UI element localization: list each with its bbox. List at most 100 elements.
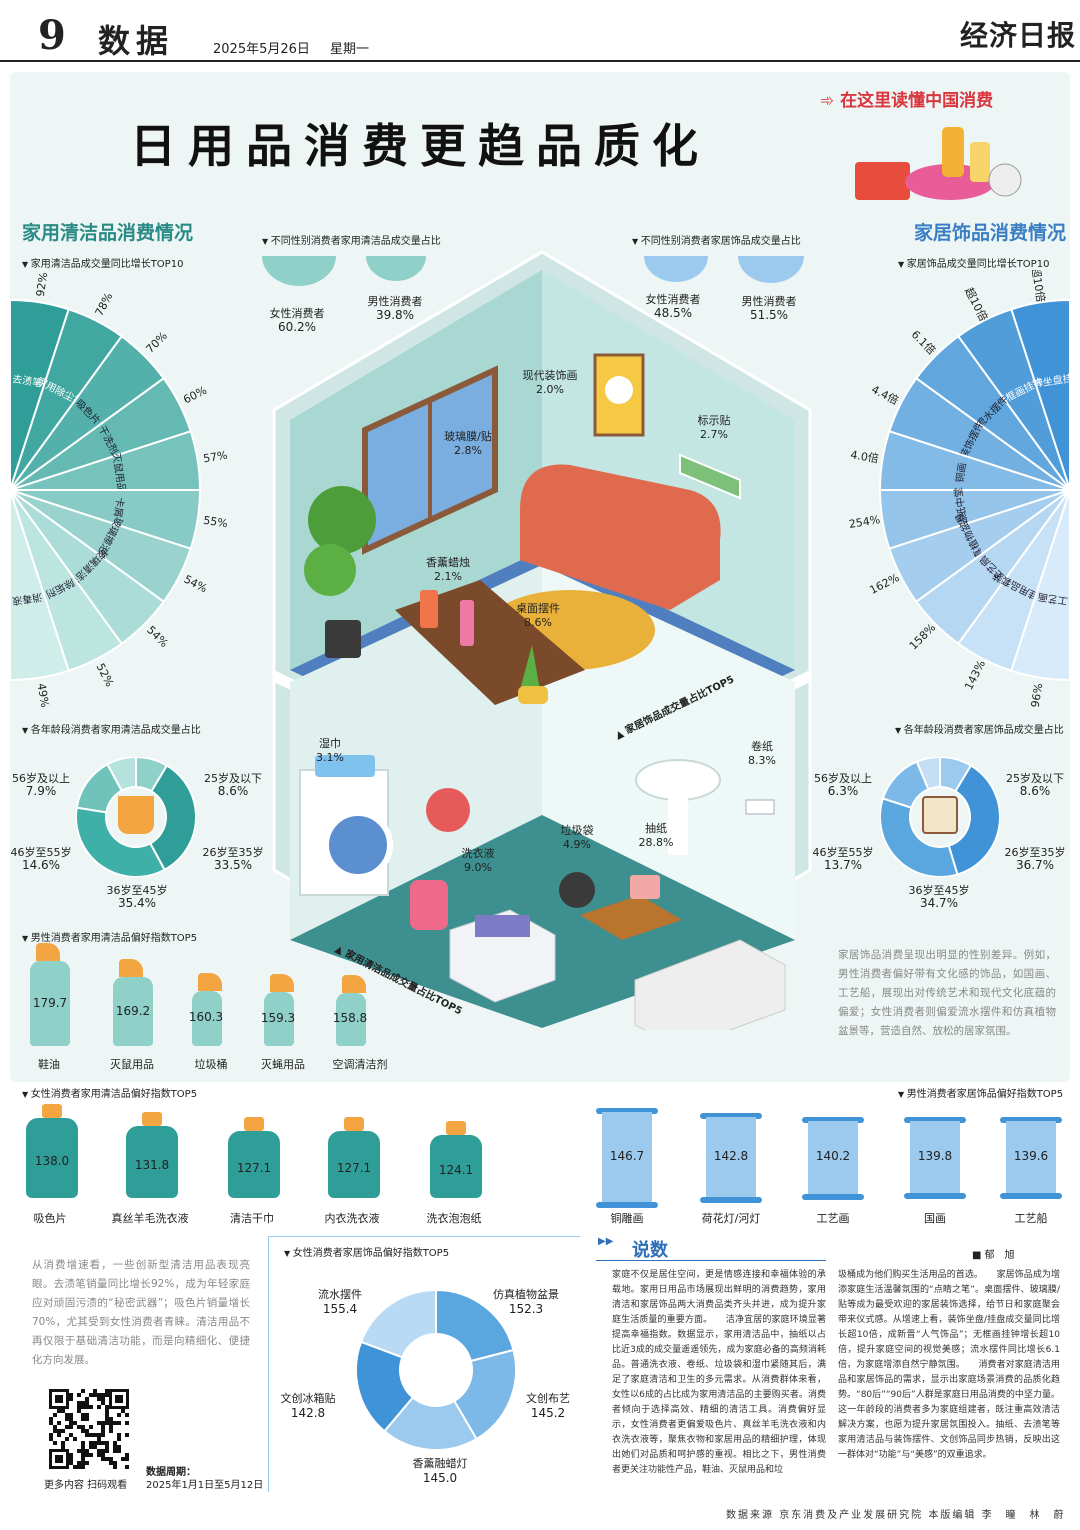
wet-wipes-icon [315, 755, 375, 777]
age-decor-donut [880, 757, 1000, 877]
house-val-9: 9.0% [464, 861, 492, 874]
sink-icon [635, 759, 721, 801]
scroll-rod-top-icon [1000, 1117, 1062, 1124]
bottle-cap-icon [446, 1121, 466, 1136]
fan-value-label-0: 92% [34, 271, 51, 297]
age-cleaning-cat-1: 26岁至35岁 [202, 846, 264, 859]
slogan-text: 在这里读懂中国消费 [840, 91, 994, 111]
fan-slice-9 [10, 489, 70, 682]
house-val-7: 4.9% [563, 838, 591, 851]
scroll-paper-icon [910, 1121, 960, 1193]
stairs-icon [634, 939, 786, 1030]
house-cat-0: 现代装饰画 [522, 369, 578, 382]
footer-source-label: 数据来源 [726, 1510, 774, 1521]
detergent-bottle-icon [26, 1118, 78, 1198]
house-label-aroma-candle: 香薰蜡烛 2.1% [418, 554, 478, 583]
footer-editors: 李 瞳 林 蔚 [981, 1510, 1066, 1521]
female-decor-cat-2: 文创布艺 [526, 1392, 570, 1405]
bottle-cap-icon [244, 1117, 264, 1132]
fan-value-label-1: 超10倍 [962, 285, 991, 323]
male-cleaning-val-1: 169.2 [115, 1003, 151, 1018]
scroll-paper-icon [808, 1120, 858, 1194]
age-cleaning-val-0: 8.6% [217, 784, 249, 798]
weekday: 星期一 [330, 42, 370, 57]
house-cat-5: 湿巾 [319, 737, 341, 750]
detergent-bottle-icon [328, 1131, 380, 1198]
house-label-detergent: 洗衣液 9.0% [448, 845, 508, 874]
male-cleaning-cat-1: 灭鼠用品 [110, 1058, 154, 1071]
bottle-cap-icon [42, 1104, 62, 1119]
female-decor-frame [268, 1236, 580, 1492]
house-label-wet-wipes: 湿巾 3.1% [300, 735, 360, 764]
cleaning-top10-title: 家用清洁品成交量同比增长TOP10 [22, 255, 184, 270]
gender-decor-chart [644, 256, 804, 283]
house-label-modern-painting: 现代装饰画 2.0% [520, 367, 580, 396]
scroll-rod-top-icon [596, 1108, 658, 1115]
female-decor-cat-1: 仿真植物盆景 [493, 1288, 559, 1301]
house-illustration [272, 250, 812, 1030]
female-cleaning-title: 女性消费者家用清洁品偏好指数TOP5 [22, 1085, 197, 1100]
female-decor-val-2: 145.2 [530, 1406, 566, 1420]
desk-plant-icon [520, 645, 540, 690]
potted-tree-icon [325, 620, 361, 658]
fan-value-label-6: 162% [867, 571, 901, 597]
fan-value-label-6: 54% [182, 573, 210, 596]
column-rule [596, 1260, 826, 1261]
house-val-4: 8.6% [524, 616, 552, 629]
spray-bottle-icon [113, 977, 153, 1046]
male-decor-val-2: 140.2 [815, 1149, 851, 1163]
house-cat-1: 玻璃膜/贴 [444, 430, 492, 443]
detergent-bottle-icon [126, 1125, 178, 1198]
age-cleaning-val-4: 7.9% [25, 784, 57, 798]
female-decor-title: 女性消费者家居饰品偏好指数TOP5 [284, 1244, 449, 1259]
male-decor-value: 51.5% [749, 308, 789, 322]
female-cleaning-val-4: 124.1 [438, 1162, 474, 1177]
age-cleaning-cat-4: 56岁及以上 [12, 772, 70, 785]
female-decor-cat-3: 香薰融蜡灯 [412, 1457, 468, 1470]
spray-head-icon [36, 943, 60, 962]
scroll-painting-icon [922, 796, 958, 834]
cleaning-products-icon [855, 127, 1022, 200]
house-cat-8: 抽纸 [645, 822, 667, 835]
male-cleaning-val-3: 159.3 [260, 1011, 296, 1026]
fan-value-label-8: 52% [94, 661, 117, 689]
male-decor-cat-2: 工艺画 [816, 1212, 850, 1225]
scroll-rod-top-icon [904, 1117, 966, 1123]
fan-value-label-4: 4.0倍 [850, 447, 880, 465]
decor-section-title: 家居饰品消费情况 [914, 222, 1067, 244]
age-cleaning-val-2: 35.4% [117, 896, 157, 910]
column-title: 说数 [632, 1240, 668, 1261]
house-label-sign-sticker: 标示贴 2.7% [684, 412, 744, 441]
fan-value-label-7: 158% [907, 621, 938, 652]
donut-slice-1 [148, 764, 196, 872]
age-cleaning-donut [76, 757, 196, 877]
data-period-value: 2025年1月1日至5月12日 [146, 1480, 264, 1491]
female-cleaning-cat-2: 清洁干巾 [230, 1212, 274, 1225]
trash-bag-icon [559, 872, 595, 908]
female-cleaning-slice [262, 256, 336, 286]
coffee-table-icon [395, 580, 585, 705]
fan-value-label-5: 254% [848, 513, 881, 531]
female-cleaning-val-1: 131.8 [134, 1157, 170, 1172]
male-cleaning-val-2: 160.3 [188, 1010, 224, 1025]
laundry-basket-icon [426, 788, 470, 832]
age-cleaning-cat-2: 36岁至45岁 [106, 884, 168, 897]
sign-sticker-icon [679, 453, 741, 500]
tissue-box-icon [630, 875, 660, 899]
house-cat-3: 香薰蜡烛 [426, 556, 470, 569]
fan-value-label-9: 96% [1029, 682, 1046, 708]
decor-analysis-paragraph: 家居饰品消费呈现出明显的性别差异。例如，男性消费者偏好带有文化感的饰品，如国画、… [838, 949, 1056, 1037]
page-number: 9 [38, 12, 66, 59]
donut-slice-2 [383, 1396, 478, 1450]
female-decor-cat-0: 流水摆件 [318, 1288, 362, 1301]
fan-category-label-9: 工艺画 [1037, 590, 1069, 607]
qr-code-icon[interactable] [48, 1388, 130, 1470]
bucket-icon [118, 796, 154, 834]
female-cleaning-cat-0: 吸色片 [33, 1212, 67, 1225]
donut-slice-3 [356, 1340, 415, 1433]
column-author: ■ 郁 旭 [972, 1250, 1015, 1261]
age-cleaning-val-3: 14.6% [21, 858, 61, 872]
house-label-glass-film: 玻璃膜/贴 2.8% [438, 428, 498, 457]
scroll-paper-icon [1006, 1121, 1056, 1193]
